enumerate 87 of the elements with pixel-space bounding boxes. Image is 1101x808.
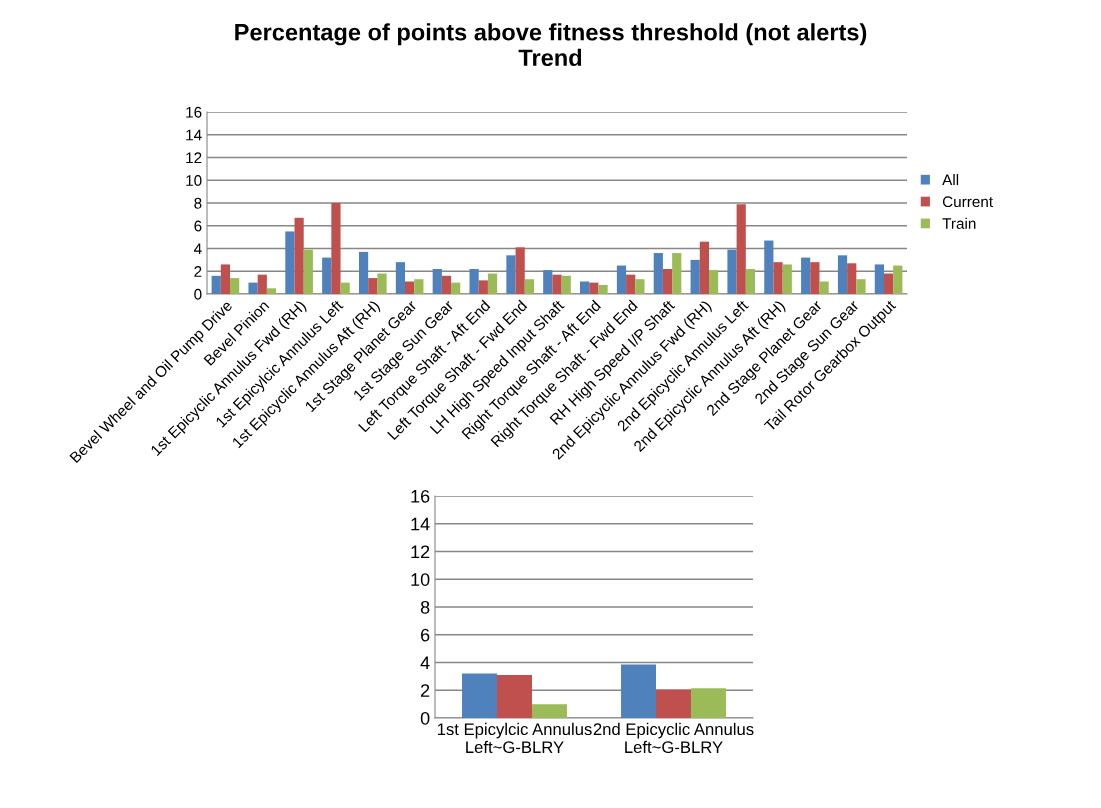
bar [773, 262, 783, 294]
bar [699, 241, 709, 294]
bar [672, 253, 682, 294]
bar [690, 688, 726, 718]
bar [543, 270, 553, 294]
bar [690, 259, 700, 294]
bar [621, 664, 657, 718]
bar [266, 288, 277, 294]
y-tick-label: 6 [194, 220, 202, 232]
y-tick-label: 16 [411, 489, 430, 503]
bar [810, 262, 820, 294]
bar [837, 255, 848, 294]
bar [874, 264, 884, 294]
bar [432, 268, 442, 294]
y-tick-label: 6 [421, 628, 430, 642]
chart-title: Percentage of points above fitness threshold (not alerts) Trend [235, 23, 867, 67]
bar [801, 257, 811, 294]
y-tick-label: 14 [186, 129, 202, 141]
bar [294, 217, 304, 294]
bar [230, 278, 240, 294]
bar [531, 704, 567, 718]
bar [478, 280, 488, 294]
bar [469, 268, 479, 294]
bar [377, 273, 387, 294]
bar [561, 275, 571, 294]
bar [847, 263, 857, 294]
bar [782, 264, 792, 294]
bar [497, 674, 532, 718]
legend-label: Train [942, 217, 976, 229]
legend-label: Current [942, 196, 993, 208]
bar [635, 279, 645, 294]
bar [662, 268, 673, 294]
bar [819, 281, 829, 294]
bar [589, 282, 599, 294]
legend-label: All [942, 174, 959, 186]
bar [248, 282, 258, 294]
y-tick-label: 12 [411, 545, 430, 559]
bar [462, 673, 498, 718]
y-tick-label: 8 [194, 197, 202, 209]
bar [524, 279, 534, 294]
bar [893, 265, 903, 294]
bar [487, 273, 498, 294]
bar [451, 282, 461, 294]
y-tick-label: 12 [186, 152, 202, 164]
bar [322, 257, 332, 294]
bar [745, 268, 756, 294]
y-tick-label: 0 [194, 288, 202, 300]
bar [764, 240, 774, 294]
bar [405, 281, 415, 294]
y-tick-label: 4 [420, 656, 430, 670]
y-tick-label: 14 [411, 517, 430, 531]
x-tick-label: 2nd Epicyclic Annulus Left~G-BLRY [593, 722, 754, 754]
bar [257, 274, 267, 294]
bar [856, 279, 866, 294]
bar [331, 203, 341, 294]
bar [303, 249, 313, 294]
y-tick-label: 4 [193, 243, 202, 255]
bar [211, 275, 221, 294]
bar [340, 282, 350, 294]
x-tick-label: 1st Epicylcic Annulus Left~G-BLRY [437, 722, 592, 754]
bar [736, 204, 746, 294]
bar [580, 281, 590, 294]
y-tick-label: 2 [194, 266, 202, 277]
bar [598, 284, 608, 294]
bar [395, 262, 406, 294]
bar [441, 275, 452, 294]
bar [515, 247, 525, 294]
bar [220, 264, 231, 294]
y-tick-label: 0 [420, 711, 430, 725]
y-tick-label: 2 [421, 684, 430, 697]
bar [626, 274, 636, 294]
bar [883, 273, 894, 294]
y-tick-label: 16 [186, 106, 202, 118]
y-tick-label: 10 [186, 175, 202, 186]
bar [653, 253, 663, 294]
bar [506, 255, 516, 294]
bar [358, 251, 369, 294]
y-tick-label: 10 [411, 573, 430, 586]
bar [727, 249, 737, 294]
bar [616, 265, 627, 294]
bar [708, 270, 719, 294]
bar [656, 689, 691, 718]
bar [552, 274, 562, 294]
bar [285, 231, 295, 294]
bar [414, 279, 424, 294]
bar [368, 278, 378, 294]
y-tick-label: 8 [420, 600, 430, 614]
